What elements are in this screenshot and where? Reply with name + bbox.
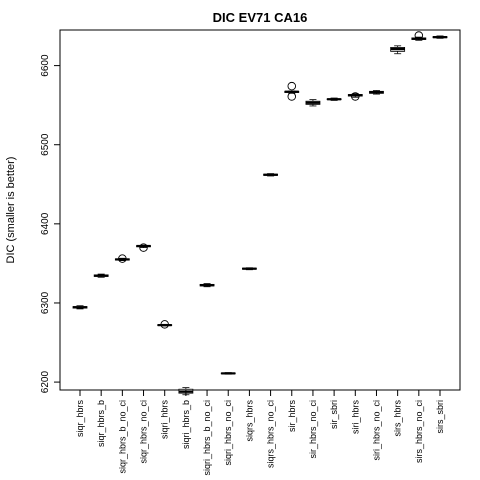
y-tick-label: 6600	[40, 54, 51, 77]
outlier-point	[139, 243, 148, 252]
x-tick-label: sirs_sbri	[435, 400, 445, 434]
x-tick-label: siqrs_hbrs	[244, 400, 254, 442]
box-siqr_hbrs_b	[93, 273, 109, 396]
y-tick-label: 6300	[40, 291, 51, 314]
box-siqrs_hbrs	[242, 267, 257, 396]
x-tick-label: siqrs_hbrs_no_ci	[266, 400, 276, 468]
x-tick-label: siqri_hbrs	[160, 400, 170, 440]
x-tick-label: siri_hbrs	[350, 400, 360, 435]
box-siri_hbrs	[347, 92, 363, 396]
x-tick-label: siqri_hbrs_b_no_ci	[202, 400, 212, 476]
chart-title: DIC EV71 CA16	[213, 10, 308, 25]
x-tick-label: sirs_hbrs_no_ci	[414, 400, 424, 463]
x-tick-label: siqri_hbrs_no_ci	[223, 400, 233, 466]
box-siqri_hbrs_no_ci	[220, 372, 236, 396]
outlier-point	[351, 92, 360, 101]
x-tick-label: siqr_hbrs	[75, 400, 85, 438]
y-tick-label: 6200	[40, 371, 51, 394]
box-siqri_hbrs_b	[178, 387, 194, 396]
box-sirs_hbrs_no_ci	[411, 31, 427, 396]
box-siqri_hbrs_b_no_ci	[199, 283, 215, 396]
outlier-point	[287, 81, 297, 91]
box-siqr_hbrs_b_no_ci	[114, 254, 130, 396]
box-sir_hbrs	[284, 81, 300, 396]
x-tick-label: sir_sbri	[329, 400, 339, 429]
outlier-point	[160, 320, 169, 329]
outlier-point	[414, 31, 424, 40]
y-axis-label: DIC (smaller is better)	[5, 157, 17, 264]
x-axis-labels: siqr_hbrs siqr_hbrs_b siqr_hbrs_b_no_ci siq…	[75, 400, 445, 476]
y-tick-label: 6400	[40, 212, 51, 235]
box-sir_sbri	[326, 97, 342, 396]
box-siri_hbrs_no_ci	[369, 90, 384, 396]
x-tick-label: siri_hbrs_no_ci	[371, 400, 381, 461]
box-sirs_hbrs	[390, 45, 406, 396]
y-tick-label: 6500	[40, 133, 51, 156]
x-tick-label: siqr_hbrs_no_ci	[139, 400, 149, 464]
box-sir_hbrs_no_ci	[305, 99, 321, 396]
x-tick-label: siqr_hbrs_b_no_ci	[117, 400, 127, 474]
y-axis: 6200 6300 6400 6500 6600	[40, 54, 60, 393]
box-siqr_hbrs	[72, 305, 88, 396]
box-siqr_hbrs_no_ci	[136, 243, 151, 396]
plot-frame	[59, 29, 461, 391]
outlier-point	[287, 92, 297, 101]
x-tick-label: sir_hbrs	[287, 400, 297, 433]
box-siqrs_hbrs_no_ci	[263, 173, 278, 396]
x-tick-label: siqr_hbrs_b	[96, 400, 106, 447]
box-sirs_sbri	[432, 35, 448, 396]
x-tick-label: sir_hbrs_no_ci	[308, 400, 318, 459]
x-tick-label: sirs_hbrs	[393, 400, 403, 437]
outlier-point	[118, 254, 127, 263]
box-series	[72, 31, 448, 396]
box-siqri_hbrs	[157, 320, 173, 396]
x-tick-label: siqri_hbrs_b	[181, 400, 191, 449]
